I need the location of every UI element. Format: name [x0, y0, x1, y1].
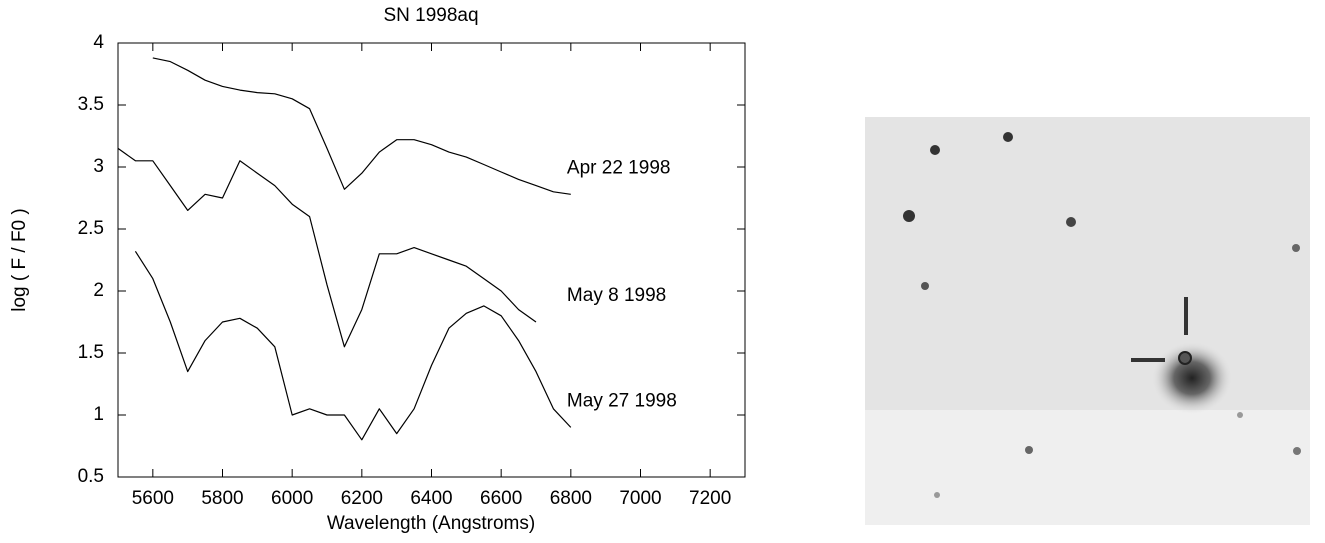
x-tick-label: 6000 [271, 488, 313, 509]
host-galaxy [1152, 342, 1232, 414]
chart-title: SN 1998aq [383, 5, 478, 26]
spectrum-line [117, 147, 537, 348]
series-label: Apr 22 1998 [567, 157, 671, 178]
series-label: May 27 1998 [567, 390, 677, 411]
x-tick-label: 5600 [132, 488, 174, 509]
y-tick-label: 4 [93, 32, 104, 53]
x-tick-label: 6800 [550, 488, 592, 509]
y-tick-label: 1.5 [78, 342, 104, 363]
y-tick-label: 3.5 [78, 94, 104, 115]
star [921, 282, 929, 290]
x-axis-label: Wavelength (Angstroms) [327, 513, 535, 534]
x-tick-label: 7000 [619, 488, 661, 509]
y-axis-label: log ( F / F0 ) [9, 208, 30, 311]
x-tick-label: 7200 [689, 488, 731, 509]
star [1292, 244, 1300, 252]
x-tick-label: 5800 [201, 488, 243, 509]
y-tick-label: 0.5 [78, 466, 104, 487]
x-tick-label: 6600 [480, 488, 522, 509]
star [1237, 412, 1243, 418]
y-tick-label: 3 [93, 156, 104, 177]
image-band [865, 410, 1310, 525]
supernova [1178, 351, 1192, 365]
star [1293, 447, 1301, 455]
star [934, 492, 940, 498]
series-label: May 8 1998 [567, 285, 666, 306]
x-tick-label: 6400 [410, 488, 452, 509]
y-tick-label: 1 [93, 404, 104, 425]
star [1003, 132, 1013, 142]
spectrum-line [134, 250, 572, 441]
y-tick-label: 2 [93, 280, 104, 301]
spectrum-line [152, 57, 571, 195]
plot-frame [117, 42, 746, 478]
y-tick-label: 2.5 [78, 218, 104, 239]
star [1066, 217, 1076, 227]
x-tick-label: 6200 [341, 488, 383, 509]
star [930, 145, 940, 155]
star [903, 210, 915, 222]
star [1025, 446, 1033, 454]
sky-image [865, 117, 1310, 525]
